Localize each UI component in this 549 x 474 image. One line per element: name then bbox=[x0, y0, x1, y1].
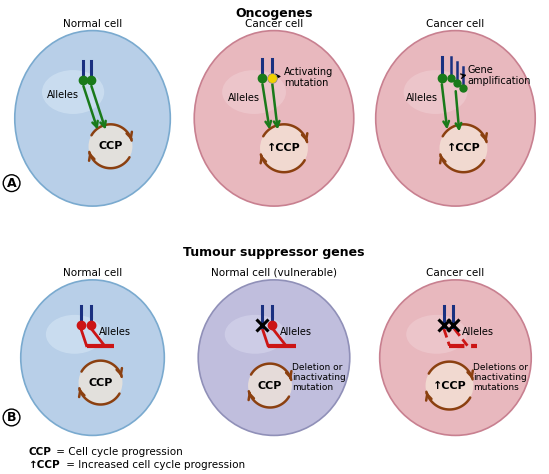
Ellipse shape bbox=[404, 70, 467, 114]
Text: Cancer cell: Cancer cell bbox=[245, 18, 303, 28]
Ellipse shape bbox=[198, 280, 350, 436]
Ellipse shape bbox=[440, 124, 488, 172]
Text: Normal cell (vulnerable): Normal cell (vulnerable) bbox=[211, 268, 337, 278]
Ellipse shape bbox=[88, 124, 132, 168]
Text: Activating
mutation: Activating mutation bbox=[284, 66, 333, 88]
Ellipse shape bbox=[21, 280, 164, 436]
Text: Normal cell: Normal cell bbox=[63, 18, 122, 28]
Text: Gene
amplification: Gene amplification bbox=[467, 64, 531, 86]
Text: Tumour suppressor genes: Tumour suppressor genes bbox=[183, 246, 365, 259]
Text: Alleles: Alleles bbox=[228, 93, 260, 103]
Text: Cancer cell: Cancer cell bbox=[427, 18, 485, 28]
Text: B: B bbox=[7, 411, 16, 424]
Text: ↑CCP: ↑CCP bbox=[267, 143, 301, 153]
Ellipse shape bbox=[42, 70, 104, 114]
Ellipse shape bbox=[260, 124, 308, 172]
Text: ↑CCP: ↑CCP bbox=[29, 460, 60, 470]
Text: Alleles: Alleles bbox=[406, 93, 438, 103]
Ellipse shape bbox=[376, 31, 535, 206]
Text: Alleles: Alleles bbox=[462, 327, 494, 337]
Text: Cancer cell: Cancer cell bbox=[427, 268, 485, 278]
Ellipse shape bbox=[222, 70, 286, 114]
Text: CCP: CCP bbox=[98, 141, 122, 151]
Ellipse shape bbox=[225, 315, 285, 354]
Text: Normal cell: Normal cell bbox=[63, 268, 122, 278]
Ellipse shape bbox=[406, 315, 467, 354]
Text: = Increased cell cycle progression: = Increased cell cycle progression bbox=[63, 460, 245, 470]
Ellipse shape bbox=[79, 361, 122, 404]
Ellipse shape bbox=[380, 280, 531, 436]
Text: CCP: CCP bbox=[29, 447, 52, 457]
Text: ↑CCP: ↑CCP bbox=[433, 381, 466, 391]
Text: = Cell cycle progression: = Cell cycle progression bbox=[53, 447, 182, 457]
Ellipse shape bbox=[46, 315, 103, 354]
Text: A: A bbox=[7, 177, 16, 190]
Text: ↑CCP: ↑CCP bbox=[446, 143, 480, 153]
Text: Oncogenes: Oncogenes bbox=[236, 7, 313, 20]
Text: Alleles: Alleles bbox=[280, 327, 312, 337]
Ellipse shape bbox=[425, 362, 473, 410]
Text: Deletions or
inactivating
mutations: Deletions or inactivating mutations bbox=[473, 363, 529, 392]
Text: Alleles: Alleles bbox=[98, 327, 131, 337]
Ellipse shape bbox=[248, 364, 292, 408]
Text: CCP: CCP bbox=[88, 378, 113, 388]
Text: Deletion or
inactivating
mutation: Deletion or inactivating mutation bbox=[292, 363, 346, 392]
Ellipse shape bbox=[194, 31, 354, 206]
Text: Alleles: Alleles bbox=[47, 91, 79, 100]
Ellipse shape bbox=[15, 31, 170, 206]
Text: CCP: CCP bbox=[258, 381, 282, 391]
